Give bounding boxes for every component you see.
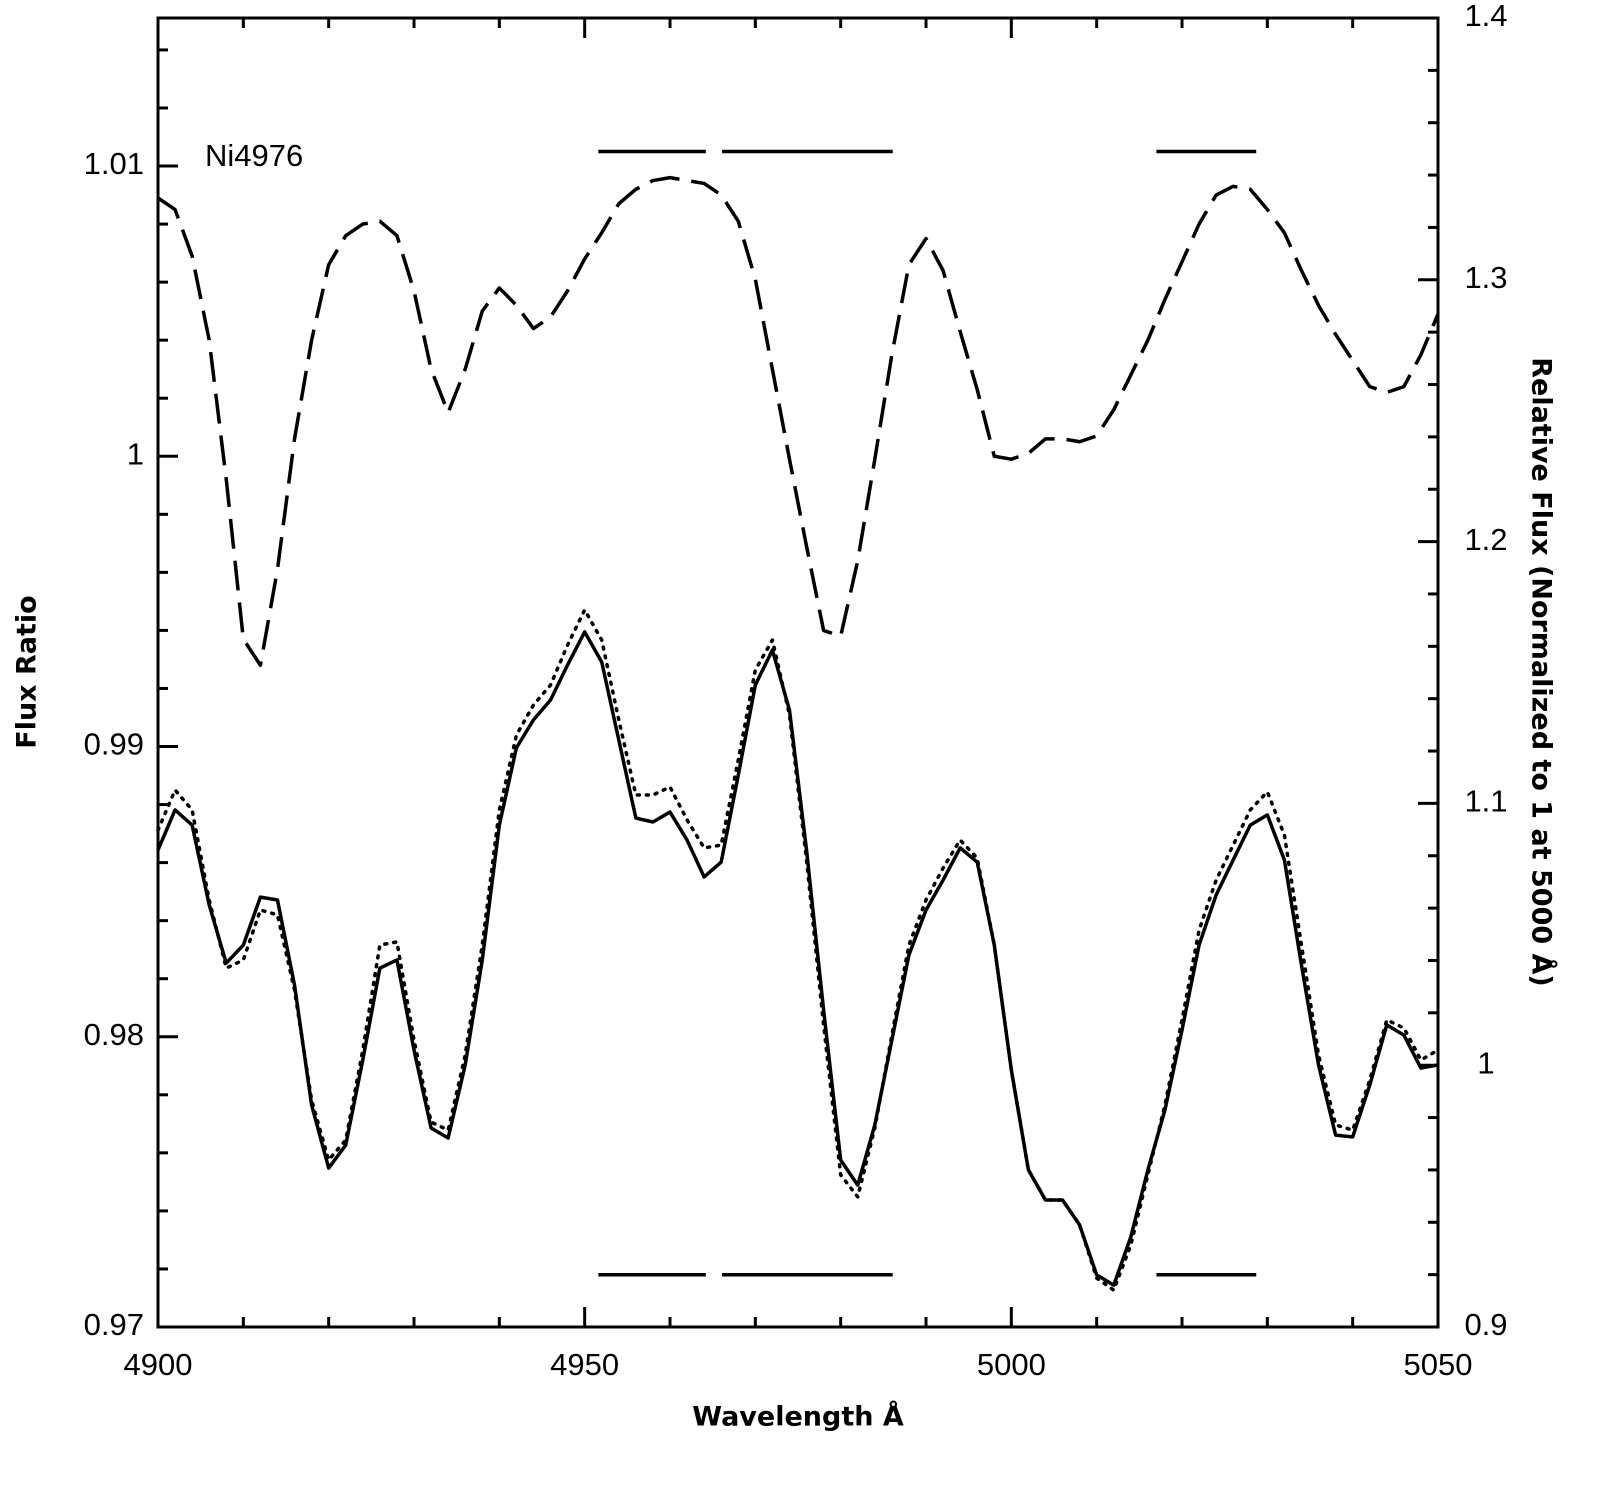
y-tick-label: 1 [127,436,144,471]
y-tick-label: 0.99 [84,727,144,762]
x-tick-label: 4900 [124,1347,193,1382]
series-line [157,175,1440,667]
plot-frame [156,16,1440,1329]
x-axis-title: Wavelength Å [692,1401,904,1433]
y-axis-title: Flux Ratio [12,595,43,748]
y-tick-label: 1.01 [84,146,144,181]
series-line [156,608,1440,1292]
y2-axis-title: Relative Flux (Normalized to 1 at 5000 Å… [1526,357,1558,987]
x-tick-label: 5050 [1404,1347,1473,1382]
x-tick-label: 5000 [977,1347,1046,1382]
y2-tick-label: 1.1 [1464,784,1507,819]
y-tick-label: 0.97 [84,1307,144,1342]
series-line [156,630,1439,1287]
y2-tick-label: 1.4 [1464,0,1507,33]
y-tick-label: 0.98 [84,1017,144,1052]
x-tick-label: 4950 [550,1347,619,1382]
y2-tick-label: 0.9 [1464,1307,1507,1342]
y2-tick-label: 1 [1477,1045,1494,1080]
y2-tick-label: 1.2 [1464,522,1507,557]
y2-tick-label: 1.3 [1464,260,1507,295]
annotation: Ni4976 [205,138,303,173]
